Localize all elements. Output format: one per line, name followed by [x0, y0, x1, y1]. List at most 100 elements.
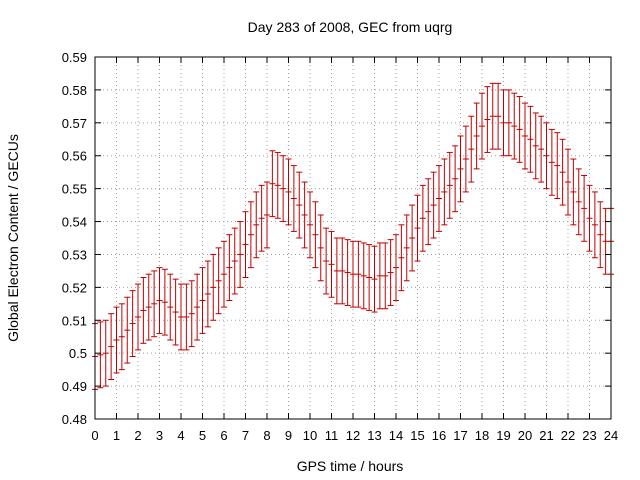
error-bar-point — [350, 240, 356, 308]
error-bar-point — [543, 122, 550, 190]
error-bar-point — [457, 135, 464, 203]
error-bar-point — [285, 158, 292, 226]
error-bar-point — [441, 158, 448, 226]
error-bar-point — [178, 283, 184, 351]
x-tick-label: 19 — [496, 428, 510, 443]
error-bar-point — [113, 306, 120, 374]
y-tick-label: 0.55 — [62, 182, 87, 197]
error-bar-point — [296, 171, 303, 239]
x-tick-label: 10 — [303, 428, 317, 443]
error-bar-point — [333, 237, 340, 305]
x-tick-label: 5 — [199, 428, 206, 443]
error-bar-point — [301, 181, 308, 249]
error-bar-point — [317, 214, 324, 282]
error-bar-point — [473, 102, 480, 170]
error-bar-point — [511, 92, 518, 160]
x-tick-label: 2 — [134, 428, 141, 443]
error-bar-point — [188, 280, 195, 348]
x-tick-label: 14 — [389, 428, 403, 443]
error-bar-point — [280, 155, 287, 223]
error-bar-point — [581, 174, 588, 242]
grid — [95, 57, 611, 419]
error-bar-point — [559, 138, 566, 206]
error-bar-point — [414, 194, 421, 262]
error-bar-point — [387, 239, 394, 306]
error-bar-point — [237, 221, 244, 288]
error-bar-point — [500, 89, 507, 157]
x-tick-label: 17 — [453, 428, 467, 443]
error-bar-point — [264, 181, 270, 249]
y-tick-label: 0.53 — [62, 247, 87, 262]
error-bar-point — [156, 267, 163, 334]
error-bar-point — [538, 115, 545, 183]
error-bar-point — [462, 125, 469, 193]
error-bar-point — [382, 242, 389, 310]
error-bar-point — [161, 268, 168, 336]
y-tick-label: 0.52 — [62, 280, 87, 295]
y-tick-labels: 0.48 0.49 0.5 0.51 0.52 0.53 0.54 0.55 0.56 0.57 0… — [62, 50, 87, 427]
axis-ticks — [94, 56, 612, 420]
error-bar-point — [210, 253, 217, 321]
error-bar-point — [446, 151, 453, 219]
error-bar-point — [430, 171, 437, 239]
error-bar-point — [124, 296, 131, 364]
error-bar-point — [575, 168, 582, 236]
error-bar-point — [532, 112, 539, 180]
x-tick-label: 0 — [91, 428, 98, 443]
error-bar-point — [591, 191, 598, 259]
error-bar-point — [269, 150, 276, 218]
x-tick-label: 7 — [242, 428, 249, 443]
error-bar-point — [204, 260, 211, 328]
error-bar-point — [328, 230, 335, 298]
error-bar-point — [425, 178, 432, 246]
error-bar-point — [376, 242, 383, 310]
x-tick-labels: 0 1 2 3 4 5 6 7 8 9 10 11 12 13 14 15 16 17 18 19 20 21 22 23 24 — [91, 428, 618, 443]
error-bar-point — [226, 234, 233, 302]
error-bar-point — [312, 201, 319, 269]
error-bar-point — [527, 105, 534, 173]
error-bar-point — [253, 191, 260, 259]
x-tick-label: 24 — [604, 428, 618, 443]
error-bar-point — [505, 89, 512, 157]
chart-title: Day 283 of 2008, GEC from uqrg — [248, 19, 453, 35]
error-bar-point — [215, 247, 222, 315]
error-bar-point — [522, 102, 528, 170]
error-bar-point — [452, 145, 459, 213]
error-bar-point — [489, 82, 496, 150]
y-tick-label: 0.54 — [62, 215, 87, 230]
error-bar-point — [409, 204, 416, 272]
error-bar-point — [135, 283, 141, 351]
error-bar-point — [586, 184, 593, 252]
error-bar-point — [118, 303, 125, 371]
error-bar-point — [371, 245, 378, 313]
error-bar-point — [403, 214, 410, 282]
error-bar-point — [597, 201, 604, 269]
x-tick-label: 8 — [263, 428, 270, 443]
error-bar-point — [516, 95, 523, 163]
x-tick-label: 15 — [410, 428, 424, 443]
error-bar-point — [554, 132, 561, 200]
error-bar-point — [258, 184, 265, 252]
error-bar-point — [602, 207, 609, 275]
y-tick-label: 0.56 — [62, 149, 87, 164]
error-bar-point — [102, 319, 109, 387]
error-bar-point — [242, 211, 249, 278]
error-bar-point — [398, 224, 405, 292]
error-bar-point — [247, 201, 254, 269]
error-bar-point — [194, 273, 201, 341]
error-bar-point — [97, 321, 104, 389]
x-tick-label: 3 — [156, 428, 163, 443]
x-tick-label: 21 — [539, 428, 553, 443]
error-bar-point — [366, 244, 373, 311]
y-tick-label: 0.58 — [62, 83, 87, 98]
error-bar-point — [419, 184, 426, 252]
error-bar-point — [468, 115, 475, 183]
error-bar-point — [151, 270, 158, 338]
error-bar-point — [436, 165, 442, 232]
x-tick-label: 13 — [367, 428, 381, 443]
error-bar-point — [570, 158, 577, 226]
error-bar-point — [129, 290, 136, 357]
x-tick-label: 11 — [325, 428, 339, 443]
error-bar-point — [360, 242, 367, 310]
